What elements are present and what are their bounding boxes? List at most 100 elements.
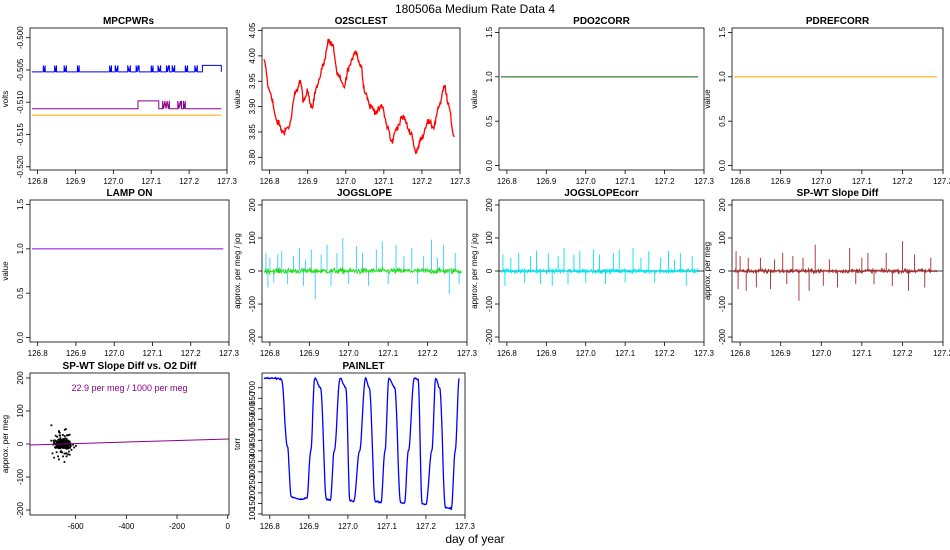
figure-title: 180506a Medium Rate Data 4 [395,2,555,16]
x-tick-label: 127.2 [655,349,676,358]
scatter-point [68,440,71,443]
plot-frame [29,27,228,171]
y-tick-label: 200 [16,371,25,385]
x-tick-label: 127.1 [615,349,636,358]
fit-annotation: 22.9 per meg / 1000 per meg [71,383,187,393]
y-tick-label: 700 [248,381,257,395]
chart-panel-9: SP-WT Slope Diff vs. O2 Diff approx. per … [1,361,231,531]
x-tick-label: 127.2 [412,177,433,186]
y-tick-label: 200 [718,198,727,212]
scatter-point [53,456,56,459]
chart-title: O2SCLEST [335,16,388,27]
x-tick-label: 127.3 [450,177,471,186]
y-tick-label: 0.5 [485,115,494,127]
scatter-point [58,438,61,441]
x-tick-label: -200 [169,522,186,531]
scatter-point [54,447,57,449]
scatter-point [66,446,69,449]
scatter-point [73,446,76,449]
y-tick-label: -200 [718,328,727,345]
scatter-point [61,451,64,454]
scatter-point [63,461,66,463]
scatter-point [58,431,61,434]
y-tick-label: 1.0 [485,71,494,83]
scatter-point [56,444,59,447]
x-tick-label: 127.1 [377,522,398,531]
x-tick-label: 127.0 [103,177,124,186]
x-tick-label: 127.3 [219,349,240,358]
panels-group: MPCPWRs volts 126.8 126.9 127.0 127.1 127.2 127… [1,16,950,531]
y-axis-label: approx. per meg / jog [470,233,479,309]
y-tick-label: 3.80 [248,149,257,165]
scatter-point [64,441,67,444]
series-line-1 [733,267,938,275]
x-tick-label: 126.8 [260,349,281,358]
scatter-point [58,445,61,448]
y-tick-label: 650 [248,391,257,405]
y-tick-label: -200 [485,328,494,345]
y-tick-label: 1.5 [485,26,494,38]
scatter-point [61,445,64,448]
plot-frame [29,199,230,343]
scatter-point [67,450,70,453]
scatter-point [75,444,77,447]
chart-title: LAMP ON [107,188,153,199]
x-tick-label: -600 [68,522,85,531]
x-tick-label: 127.2 [179,177,200,186]
scatter-point [55,451,58,454]
scatter-point [59,434,62,437]
y-axis-label: approx. per meg [1,415,10,473]
x-tick-label: 127.2 [892,177,913,186]
x-tick-label: 127.1 [141,177,162,186]
scatter-point [57,447,60,450]
plot-frame [261,372,466,516]
chart-panel-6: JOGSLOPE approx. per meg / jog 126.8 126.9 1… [233,188,478,358]
scatter-point [59,441,62,444]
scatter-point [66,447,68,450]
y-tick-label: 200 [248,486,257,500]
chart-panel-4: PDREFCORR value 126.8 126.9 127.0 127.1 127.2 1… [703,16,950,186]
scatter-point [60,439,63,442]
y-tick-label: 3.95 [248,73,257,89]
x-tick-label: 0 [226,522,231,531]
scatter-point [67,446,70,449]
x-tick-label: 127.0 [811,349,832,358]
chart-title: JOGSLOPE [337,188,392,199]
x-tick-label: 127.0 [576,349,597,358]
y-tick-label: -200 [248,328,257,345]
y-tick-label: 500 [248,423,257,437]
scatter-point [63,435,66,437]
y-tick-label: 0.0 [485,159,494,171]
x-tick-label: 126.9 [536,349,557,358]
y-axis-label: value [470,89,479,109]
x-tick-label: 126.9 [536,177,557,186]
x-tick-label: 126.8 [730,349,751,358]
y-tick-label: -100 [248,295,257,312]
y-tick-label: 4.00 [248,48,257,64]
scatter-point [54,434,57,437]
y-tick-label: 350 [248,454,257,468]
x-tick-label: 127.0 [104,349,125,358]
scatter-point [62,447,65,449]
chart-panel-10: PAINLET torr 126.8 126.9 127.0 127.1 127.2 127.… [233,361,476,531]
y-tick-label: -0.505 [16,58,25,81]
y-tick-label: 0 [485,268,494,273]
y-tick-label: -100 [16,468,25,485]
x-tick-label: 126.9 [771,349,792,358]
chart-title: PDREFCORR [806,16,870,27]
scatter-point [56,441,59,443]
y-tick-label: 3.85 [248,124,257,140]
scatter-point [67,434,70,437]
x-tick-label: 126.9 [771,177,792,186]
scatter-point [62,438,65,440]
scatter-point [59,437,62,440]
x-tick-label: 127.0 [576,177,597,186]
scatter-point [55,445,58,447]
scatter-point [61,434,64,436]
x-tick-label: 127.2 [416,522,437,531]
scatter-point [67,444,70,447]
chart-panel-7: JOGSLOPEcorr approx. per meg / jog 126.8 12… [470,188,715,358]
x-tick-label: 126.8 [28,177,49,186]
scatter-point [63,443,65,446]
scatter-point [65,445,68,448]
